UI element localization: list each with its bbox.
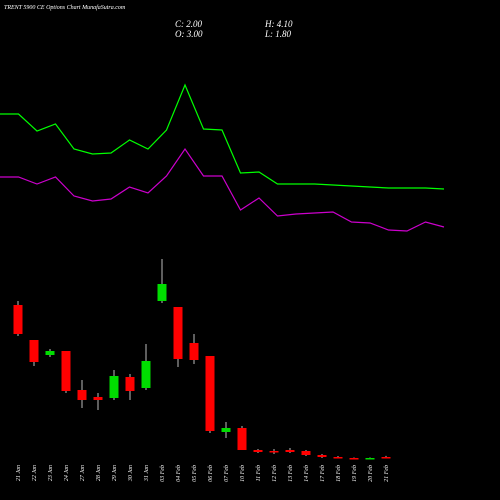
x-tick-label: 23 Jan (48, 465, 54, 481)
candle-body (333, 457, 343, 459)
x-tick-label: 28 Jan (96, 465, 102, 481)
candle-body (29, 340, 39, 362)
candle-body (173, 307, 183, 359)
x-tick-label: 12 Feb (272, 465, 278, 482)
candle-body (269, 451, 279, 453)
candle-body (317, 455, 327, 457)
header-high: H: 4.10 (264, 19, 293, 29)
x-tick-label: 03 Feb (160, 465, 166, 482)
candle-body (237, 428, 247, 450)
x-tick-label: 04 Feb (175, 465, 182, 482)
x-tick-label: 17 Feb (320, 465, 326, 482)
candle-body (205, 356, 215, 431)
x-tick-label: 06 Feb (208, 465, 214, 482)
x-tick-label: 13 Feb (288, 465, 294, 482)
candle-body (141, 361, 151, 388)
x-tick-label: 19 Feb (352, 465, 358, 482)
x-tick-label: 22 Jan (32, 465, 38, 481)
indicator-line (0, 83, 445, 190)
x-tick-label: 30 Jan (128, 465, 134, 482)
candle-body (189, 343, 199, 360)
x-tick-label: 14 Feb (303, 465, 310, 482)
candle-body (285, 450, 295, 452)
candle-body (125, 377, 135, 391)
x-tick-label: 05 Feb (192, 465, 198, 482)
x-tick-label: 21 Jan (16, 465, 22, 481)
candle-body (301, 451, 311, 455)
candle-body (61, 351, 71, 391)
x-tick-label: 31 Jan (144, 465, 150, 482)
candle-body (253, 450, 263, 452)
x-tick-label: 10 Feb (240, 465, 246, 482)
indicator-line (0, 147, 445, 232)
candle-body (349, 458, 359, 460)
x-tick-label: 07 Feb (224, 465, 230, 482)
candle-body (77, 390, 87, 400)
candle-body (365, 458, 375, 460)
x-tick-label: 11 Feb (256, 465, 262, 481)
header-close: C: 2.00 (175, 19, 203, 29)
candle-body (221, 428, 231, 432)
header-open: O: 3.00 (175, 29, 203, 39)
chart-title: TRENT 5900 CE Options Chart MunafaSutra.… (4, 4, 126, 11)
candle-body (381, 457, 391, 459)
header-low: L: 1.80 (264, 29, 292, 39)
candle-body (93, 397, 103, 400)
candle-body (109, 376, 119, 398)
x-tick-label: 24 Jan (63, 465, 70, 481)
candle-body (157, 284, 167, 301)
x-tick-label: 29 Jan (112, 465, 118, 481)
candle-body (13, 305, 23, 334)
x-tick-label: 21 Feb (384, 465, 390, 482)
x-tick-label: 18 Feb (336, 465, 342, 482)
candle-body (45, 351, 55, 355)
x-tick-label: 27 Jan (80, 465, 86, 481)
x-tick-label: 20 Feb (368, 465, 374, 482)
